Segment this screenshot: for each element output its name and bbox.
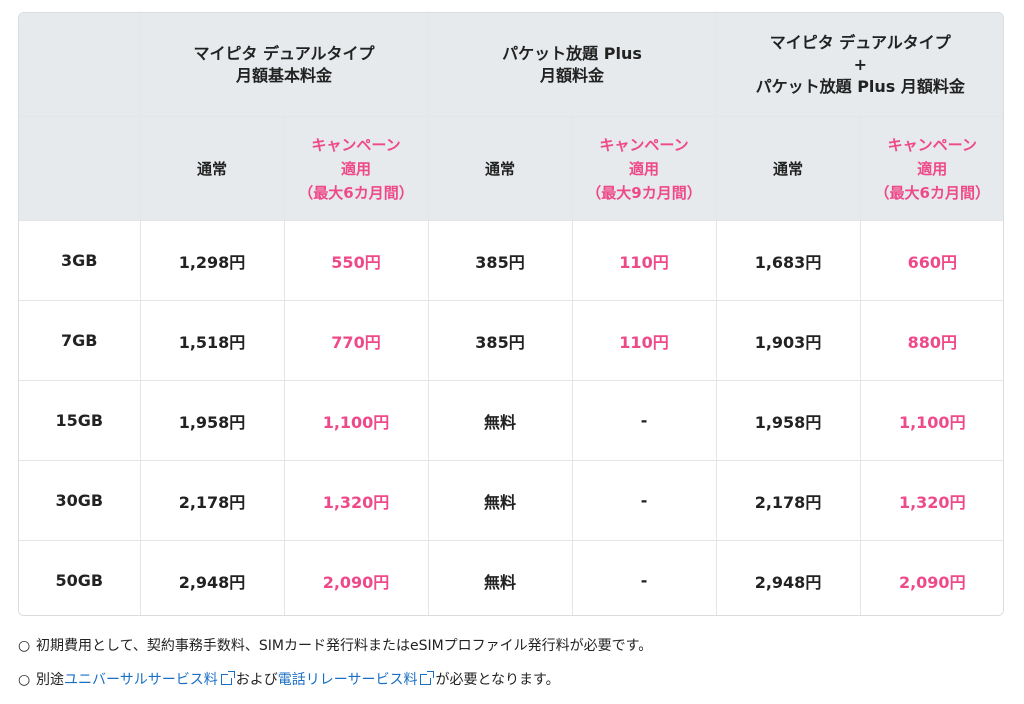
campaign-price-cell: - xyxy=(571,380,717,461)
external-link-icon[interactable] xyxy=(420,671,435,685)
table-row: 15GB 1,958円 1,100円 無料 - 1,958円 1,100円 xyxy=(19,380,1003,461)
notes-section: ○ 初期費用として、契約事務手数料、SIMカード発行料またはeSIMプロファイル発… xyxy=(18,634,1008,702)
bullet-icon: ○ xyxy=(18,638,31,654)
campaign-price-cell: 110円 xyxy=(571,300,717,381)
campaign-price-cell: 880円 xyxy=(859,300,1003,381)
campaign-applied-label: 適用 xyxy=(629,159,660,178)
campaign-applied-label: 適用 xyxy=(340,159,371,178)
campaign-price-cell: - xyxy=(571,460,717,541)
external-link-icon[interactable] xyxy=(220,671,235,685)
campaign-price-cell: 2,090円 xyxy=(859,540,1003,615)
campaign-label: キャンペーン xyxy=(599,135,689,154)
price-table: マイピタ デュアルタイプ 月額基本料金 パケット放題 Plus 月額料金 マイピ… xyxy=(19,13,1003,615)
price-cell: 2,948円 xyxy=(139,540,285,615)
price-cell: 2,178円 xyxy=(139,460,285,541)
campaign-price-cell: 1,320円 xyxy=(283,460,429,541)
sub-header-campaign: キャンペーン 適用 （最大9カ月間） xyxy=(571,116,717,221)
note-initial-fees-text: 初期費用として、契約事務手数料、SIMカード発行料またはeSIMプロファイル発行… xyxy=(36,638,653,654)
sub-header-normal: 通常 xyxy=(139,116,285,221)
price-cell: 無料 xyxy=(427,460,573,541)
campaign-applied-label: 適用 xyxy=(917,159,948,178)
campaign-price-cell: 1,320円 xyxy=(859,460,1003,541)
header-combined-fee-subtitle: パケット放題 Plus 月額料金 xyxy=(755,76,965,96)
plan-capacity: 3GB xyxy=(19,220,141,301)
campaign-price-cell: 1,100円 xyxy=(283,380,429,461)
header-combined-fee-plus: + xyxy=(853,54,867,74)
header-packet-fee-subtitle: 月額料金 xyxy=(540,65,605,85)
header-combined-fee: マイピタ デュアルタイプ + パケット放題 Plus 月額料金 xyxy=(715,13,1003,117)
table-row: 50GB 2,948円 2,090円 無料 - 2,948円 2,090円 xyxy=(19,540,1003,615)
price-cell: 1,518円 xyxy=(139,300,285,381)
header-empty-cell xyxy=(19,13,141,117)
campaign-price-cell: 550円 xyxy=(283,220,429,301)
note-additional-fees: ○ 別途ユニバーサルサービス料 および電話リレーサービス料 が必要となります。 xyxy=(18,668,1008,692)
header-base-fee-title: マイピタ デュアルタイプ xyxy=(193,43,375,63)
group-header-row: マイピタ デュアルタイプ 月額基本料金 パケット放題 Plus 月額料金 マイピ… xyxy=(19,13,1003,117)
campaign-duration-label: （最大9カ月間） xyxy=(586,183,702,202)
table-row: 7GB 1,518円 770円 385円 110円 1,903円 880円 xyxy=(19,300,1003,381)
campaign-price-cell: 660円 xyxy=(859,220,1003,301)
campaign-duration-label: （最大6カ月間） xyxy=(874,183,990,202)
header-combined-fee-title: マイピタ デュアルタイプ xyxy=(769,32,951,52)
header-packet-fee: パケット放題 Plus 月額料金 xyxy=(427,13,717,117)
price-cell: 385円 xyxy=(427,300,573,381)
campaign-price-cell: 770円 xyxy=(283,300,429,381)
campaign-price-cell: 110円 xyxy=(571,220,717,301)
sub-header-campaign: キャンペーン 適用 （最大6カ月間） xyxy=(859,116,1003,221)
price-cell: 1,903円 xyxy=(715,300,861,381)
note-mid: および xyxy=(235,672,278,688)
campaign-price-cell: 1,100円 xyxy=(859,380,1003,461)
header-base-fee: マイピタ デュアルタイプ 月額基本料金 xyxy=(139,13,429,117)
sub-header-row: 通常 キャンペーン 適用 （最大6カ月間） 通常 キャンペーン 適用 （最大9カ… xyxy=(19,116,1003,221)
price-cell: 1,683円 xyxy=(715,220,861,301)
price-cell: 無料 xyxy=(427,540,573,615)
sub-header-normal: 通常 xyxy=(427,116,573,221)
table-row: 30GB 2,178円 1,320円 無料 - 2,178円 1,320円 xyxy=(19,460,1003,541)
plan-capacity: 15GB xyxy=(19,380,141,461)
sub-header-normal: 通常 xyxy=(715,116,861,221)
price-table-container: マイピタ デュアルタイプ 月額基本料金 パケット放題 Plus 月額料金 マイピ… xyxy=(18,12,1004,616)
plan-capacity: 7GB xyxy=(19,300,141,381)
price-cell: 1,298円 xyxy=(139,220,285,301)
price-cell: 無料 xyxy=(427,380,573,461)
header-packet-fee-title: パケット放題 Plus xyxy=(502,43,642,63)
universal-service-fee-link[interactable]: ユニバーサルサービス料 xyxy=(64,672,218,688)
price-cell: 2,178円 xyxy=(715,460,861,541)
telephone-relay-fee-link[interactable]: 電話リレーサービス料 xyxy=(277,672,418,688)
header-base-fee-subtitle: 月額基本料金 xyxy=(235,65,332,85)
plan-capacity: 50GB xyxy=(19,540,141,615)
campaign-label: キャンペーン xyxy=(311,135,401,154)
note-suffix: が必要となります。 xyxy=(435,672,560,688)
price-cell: 1,958円 xyxy=(715,380,861,461)
price-cell: 2,948円 xyxy=(715,540,861,615)
price-cell: 385円 xyxy=(427,220,573,301)
bullet-icon: ○ xyxy=(18,672,31,688)
campaign-duration-label: （最大6カ月間） xyxy=(298,183,414,202)
note-prefix: 別途 xyxy=(36,672,64,688)
campaign-price-cell: - xyxy=(571,540,717,615)
price-cell: 1,958円 xyxy=(139,380,285,461)
plan-capacity: 30GB xyxy=(19,460,141,541)
campaign-price-cell: 2,090円 xyxy=(283,540,429,615)
sub-header-empty-cell xyxy=(19,116,141,221)
campaign-label: キャンペーン xyxy=(887,135,977,154)
note-initial-fees: ○ 初期費用として、契約事務手数料、SIMカード発行料またはeSIMプロファイル発… xyxy=(18,634,1008,658)
table-row: 3GB 1,298円 550円 385円 110円 1,683円 660円 xyxy=(19,220,1003,301)
sub-header-campaign: キャンペーン 適用 （最大6カ月間） xyxy=(283,116,429,221)
